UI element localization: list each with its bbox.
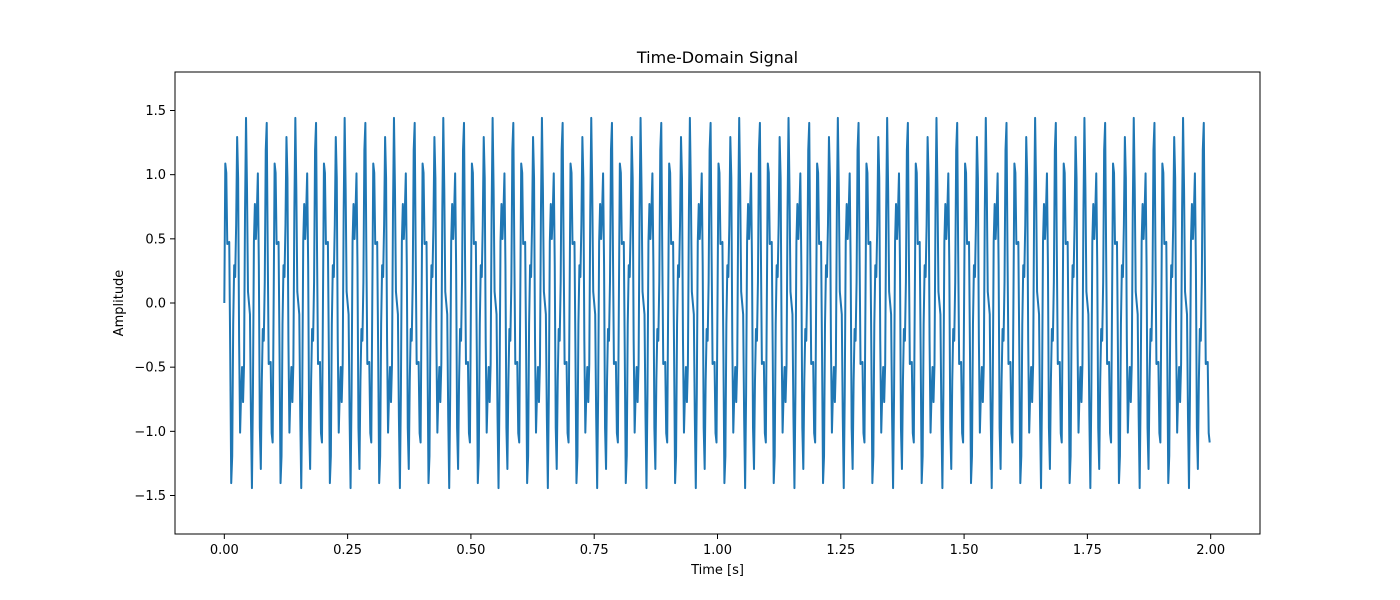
x-tick-label: 1.75 bbox=[1073, 543, 1102, 558]
y-tick-label: 1.5 bbox=[145, 104, 166, 119]
y-axis-ticks: −1.5 −1.0 −0.5 0.0 0.5 1.0 1.5 bbox=[134, 104, 175, 504]
y-tick-label: 0.0 bbox=[145, 297, 166, 312]
x-tick-label: 2.00 bbox=[1196, 543, 1225, 558]
x-tick-label: 1.00 bbox=[703, 543, 732, 558]
x-tick-label: 0.50 bbox=[456, 543, 485, 558]
y-tick-label: −0.5 bbox=[134, 361, 166, 376]
y-tick-label: 1.0 bbox=[145, 168, 166, 183]
plot-area bbox=[174, 71, 1261, 535]
x-tick-label: 1.50 bbox=[950, 543, 979, 558]
chart-title: Time-Domain Signal bbox=[636, 48, 798, 67]
x-axis-label: Time [s] bbox=[690, 563, 744, 578]
y-tick-label: −1.5 bbox=[134, 489, 166, 504]
x-tick-label: 0.25 bbox=[333, 543, 362, 558]
y-tick-label: −1.0 bbox=[134, 425, 166, 440]
y-tick-label: 0.5 bbox=[145, 232, 166, 247]
y-axis-label: Amplitude bbox=[112, 270, 127, 337]
series-line-0 bbox=[223, 116, 1211, 490]
x-axis-ticks: 0.00 0.25 0.50 0.75 1.00 1.25 1.50 1.75 2.00 bbox=[210, 534, 1225, 558]
x-tick-label: 0.00 bbox=[210, 543, 239, 558]
x-tick-label: 1.25 bbox=[826, 543, 855, 558]
x-tick-label: 0.75 bbox=[580, 543, 609, 558]
